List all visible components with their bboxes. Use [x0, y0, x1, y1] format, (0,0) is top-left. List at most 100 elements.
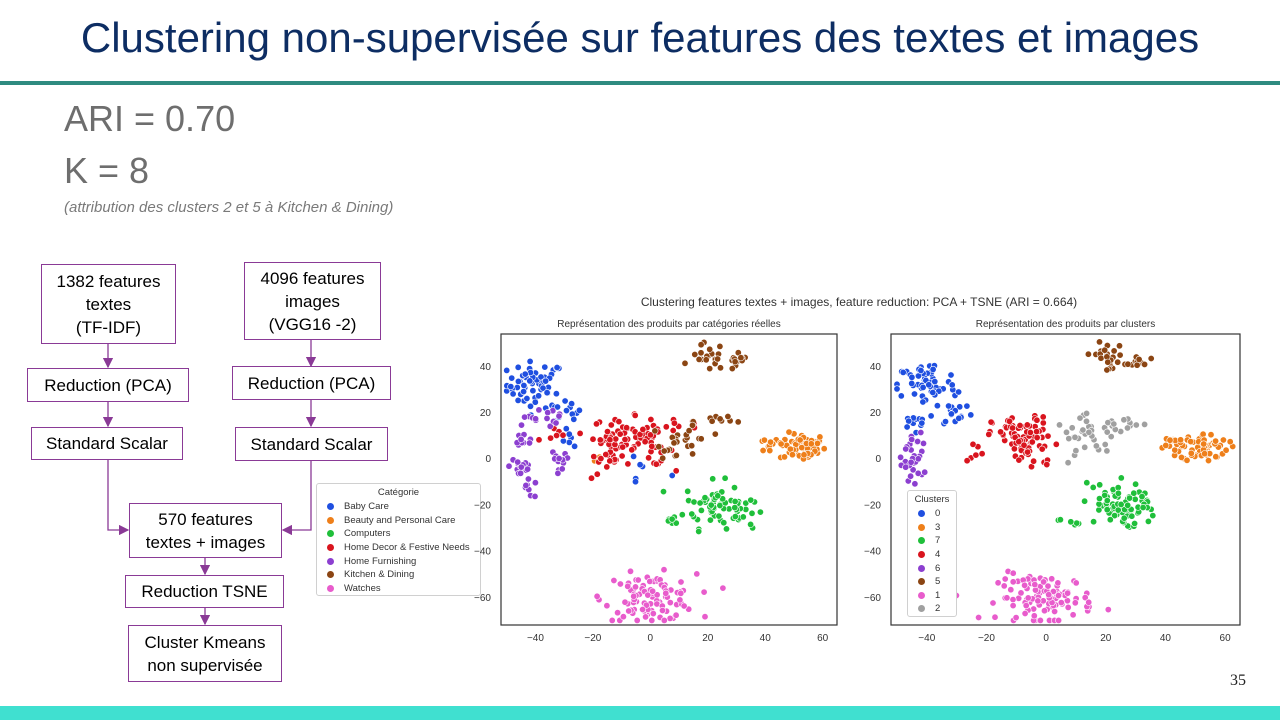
- scatter-point: [541, 363, 549, 371]
- scatter-point: [1133, 361, 1141, 369]
- scatter-point: [697, 506, 705, 514]
- scatter-point: [514, 396, 522, 404]
- legend-label: Watches: [344, 582, 381, 594]
- scatter-point: [526, 357, 534, 365]
- scatter-point: [1057, 599, 1065, 607]
- scatter-point: [624, 460, 632, 468]
- scatter-point: [614, 609, 622, 617]
- scatter-point: [1095, 338, 1103, 346]
- scatter-point: [1177, 436, 1185, 444]
- scatter-point: [689, 450, 697, 458]
- scatter-point: [1064, 589, 1072, 597]
- scatter-point: [621, 436, 629, 444]
- x-tick-label: −20: [584, 633, 601, 644]
- scatter-point: [728, 365, 736, 373]
- scatter-point: [737, 354, 745, 362]
- scatter-point: [535, 436, 543, 444]
- scatter-point: [1079, 426, 1087, 434]
- scatter-point: [1131, 495, 1139, 503]
- scatter-point: [596, 436, 604, 444]
- legend-entry: 1: [908, 589, 956, 603]
- scatter-point: [563, 407, 571, 415]
- legend-label: 4: [935, 549, 941, 561]
- scatter-point: [1200, 440, 1208, 448]
- scatter-point: [531, 479, 539, 487]
- scatter-point: [899, 368, 907, 376]
- scatter-point: [911, 480, 919, 488]
- scatter-point: [639, 605, 647, 613]
- scatter-point: [677, 589, 685, 597]
- scatter-point: [523, 395, 531, 403]
- scatter-point: [1117, 474, 1125, 482]
- scatter-point: [967, 411, 975, 419]
- scatter-point: [1120, 514, 1128, 522]
- legend-marker: [327, 516, 334, 524]
- plot-frame: [500, 333, 838, 626]
- scatter-point: [532, 415, 540, 423]
- scatter-point: [633, 616, 641, 624]
- bottom-accent-bar: [0, 706, 1280, 720]
- scatter-point: [1020, 441, 1028, 449]
- scatter-point: [666, 599, 674, 607]
- scatter-point: [1010, 445, 1018, 453]
- scatter-point: [905, 417, 913, 425]
- scatter-point: [623, 424, 631, 432]
- scatter-point: [1111, 512, 1119, 520]
- scatter-point: [917, 367, 925, 375]
- x-tick-label: 60: [1220, 633, 1232, 644]
- scatter-point: [1123, 424, 1131, 432]
- scatter-point: [903, 423, 911, 431]
- scatter-point: [1051, 607, 1059, 615]
- scatter-point: [1226, 438, 1234, 446]
- scatter-point: [989, 599, 997, 607]
- scatter-point: [1131, 520, 1139, 528]
- scatter-point: [525, 439, 533, 447]
- scatter-point: [660, 447, 668, 455]
- scatter-point: [597, 455, 605, 463]
- scatter-point: [547, 434, 555, 442]
- scatter-point: [509, 390, 517, 398]
- ari-metric: ARI = 0.70: [64, 98, 236, 139]
- image-pca-box: Reduction (PCA): [232, 366, 391, 400]
- scatter-point: [1095, 506, 1103, 514]
- scatter-point: [1012, 614, 1020, 622]
- scatter-point: [593, 592, 601, 600]
- scatter-point: [526, 377, 534, 385]
- scatter-point: [507, 383, 515, 391]
- scatter-point: [668, 515, 676, 523]
- scatter-point: [1207, 431, 1215, 439]
- scatter-point: [1009, 578, 1017, 586]
- scatter-point: [1106, 516, 1114, 524]
- scatter-point: [760, 436, 768, 444]
- k-metric: K = 8: [64, 150, 150, 191]
- scatter-point: [820, 445, 828, 453]
- legend-label: 1: [935, 589, 941, 601]
- scatter-point: [615, 418, 623, 426]
- scatter-point: [1000, 582, 1008, 590]
- scatter-point: [975, 613, 983, 621]
- scatter-point: [520, 382, 528, 390]
- scatter-point: [720, 519, 728, 527]
- scatter-point: [1048, 575, 1056, 583]
- scatter-point: [1101, 346, 1109, 354]
- scatter-point: [706, 516, 714, 524]
- scatter-point: [606, 436, 614, 444]
- scatter-point: [649, 587, 657, 595]
- scatter-point: [1056, 516, 1064, 524]
- scatter-point: [660, 488, 668, 496]
- scatter-point: [991, 613, 999, 621]
- scatter-point: [908, 373, 916, 381]
- scatter-point: [1016, 422, 1024, 430]
- scatter-point: [1015, 456, 1023, 464]
- scatter-point: [785, 428, 793, 436]
- legend-entry: 7: [908, 534, 956, 548]
- scatter-point: [553, 364, 561, 372]
- scatter-point: [619, 443, 627, 451]
- legend-entry: Watches: [317, 582, 480, 596]
- scatter-point: [1009, 569, 1017, 577]
- scatter-point: [1071, 433, 1079, 441]
- scatter-point: [571, 442, 579, 450]
- scatter-point: [688, 442, 696, 450]
- scatter-point: [931, 378, 939, 386]
- scatter-point: [897, 392, 905, 400]
